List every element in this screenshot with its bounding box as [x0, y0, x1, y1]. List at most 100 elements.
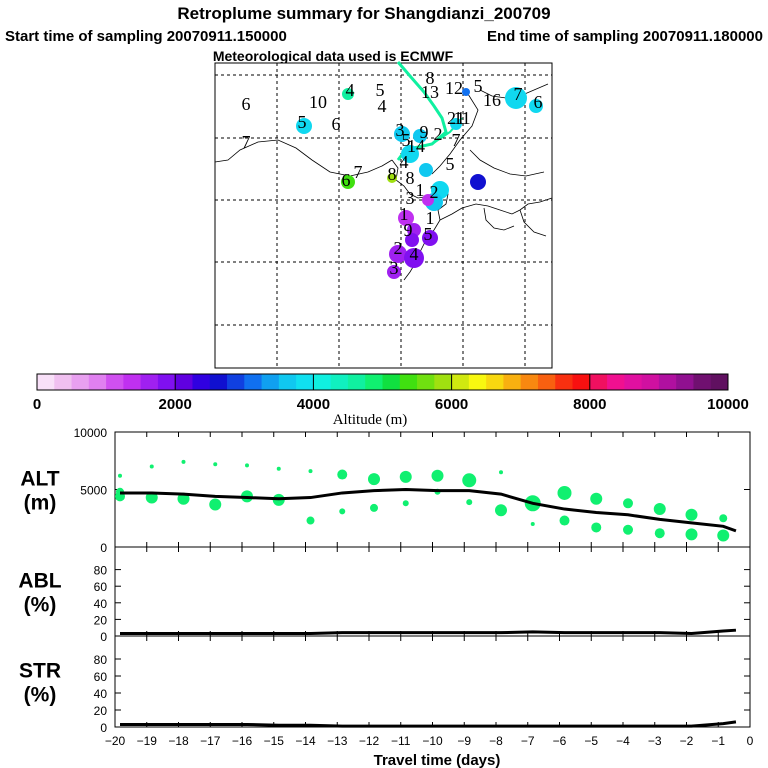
y-tick-label: 0 — [100, 630, 107, 644]
x-tick-label: −19 — [137, 734, 158, 748]
x-tick-label: −18 — [168, 734, 189, 748]
y-tick-label: 0 — [100, 541, 107, 555]
colorbar-cell — [658, 374, 677, 390]
plume-point — [431, 469, 444, 482]
plume-point — [462, 473, 477, 488]
plume-blob — [422, 194, 434, 206]
y-tick-label: 5000 — [80, 484, 107, 498]
plume-point — [530, 522, 535, 526]
colorbar-cell — [175, 374, 193, 390]
colorbar-cell — [71, 374, 90, 390]
x-tick-label: −4 — [616, 734, 630, 748]
panel-abl: 80 60 40 20 0 ABL(%) — [18, 546, 751, 644]
plume-point — [306, 516, 315, 525]
colorbar-cell — [710, 374, 729, 390]
colorbar-tick-label: 2000 — [159, 396, 192, 413]
panel-ylabel: STR — [19, 660, 61, 683]
map-day-label: 4 — [378, 96, 387, 116]
panel-ylabel: (%) — [24, 684, 57, 707]
map-day-label: 7 — [452, 130, 461, 150]
plume-point — [685, 528, 698, 541]
panel-frame — [114, 635, 751, 728]
panel-ylabel: ABL — [18, 570, 61, 593]
colorbar-cell — [88, 374, 107, 390]
plume-blob — [419, 163, 433, 177]
colorbar-cell — [417, 374, 435, 390]
map-day-label: 2 — [434, 124, 443, 144]
plume-blob — [394, 126, 410, 142]
plume-point — [719, 514, 728, 523]
colorbar-cell — [382, 374, 401, 390]
plume-blob — [404, 248, 424, 268]
plume-point — [368, 473, 380, 486]
colorbar-cell — [37, 374, 55, 390]
map-day-label: 7 — [242, 132, 251, 152]
plume-point — [495, 504, 507, 517]
plume-point — [149, 464, 154, 469]
colorbar-cell — [278, 374, 297, 390]
x-tick-label: −10 — [422, 734, 443, 748]
plume-blob — [405, 233, 419, 247]
colorbar-cell — [537, 374, 556, 390]
map-frame — [214, 62, 553, 369]
colorbar-cell — [244, 374, 263, 390]
panel-ylabel: (m) — [24, 492, 57, 515]
plume-blob — [341, 175, 355, 189]
map-gridlines — [215, 63, 552, 368]
colorbar-label: Altitude (m) — [333, 412, 408, 428]
plume-point — [623, 498, 633, 509]
map-day-label: 21 — [447, 108, 465, 128]
map-day-label: 8 — [406, 168, 415, 188]
plume-point — [399, 470, 412, 483]
colorbar-cell — [54, 374, 73, 390]
map-day-label: 5 — [402, 130, 411, 150]
plume-blob — [462, 88, 470, 96]
colorbar-cell — [192, 374, 211, 390]
plume-point — [559, 515, 570, 526]
plume-point — [653, 503, 666, 516]
map-day-label: 6 — [534, 92, 543, 112]
plume-blob — [529, 99, 543, 113]
colorbar-cell — [365, 374, 383, 390]
x-tick-label: −20 — [105, 734, 126, 748]
y-tick-label: 20 — [94, 704, 108, 718]
plume-point — [402, 500, 409, 507]
x-tick-label: −7 — [521, 734, 535, 748]
colorbar-cell — [399, 374, 418, 390]
map-day-label: 6 — [242, 94, 251, 114]
plume-point — [685, 508, 698, 521]
plume-blob — [387, 265, 401, 279]
plume-point — [118, 473, 122, 478]
colorbar-cell — [468, 374, 487, 390]
map-day-label: 3 — [396, 120, 405, 140]
plume-point — [466, 499, 473, 506]
colorbar-cell — [641, 374, 660, 390]
colorbar-cell — [261, 374, 280, 390]
plume-point — [499, 470, 503, 475]
colorbar-cell — [555, 374, 574, 390]
x-tick-label: −6 — [553, 734, 567, 748]
map-day-label: 5 — [298, 112, 307, 132]
end-time-label: End time of sampling 20070911.180000 — [487, 28, 763, 45]
x-tick-label: −2 — [680, 734, 694, 748]
plume-point — [654, 528, 665, 539]
map-coastlines — [214, 83, 553, 281]
plume-point — [181, 459, 186, 464]
x-tick-label: −8 — [489, 734, 503, 748]
y-tick-label: 60 — [94, 670, 108, 684]
colorbar-tick-label: 0 — [33, 396, 41, 413]
y-tick-label: 80 — [94, 653, 108, 667]
y-tick-label: 20 — [94, 613, 108, 627]
colorbar-cell — [157, 374, 176, 390]
panel-frame — [114, 546, 751, 637]
colorbar-tick-label: 6000 — [435, 396, 468, 413]
colorbar-tick-label: 8000 — [573, 396, 606, 413]
y-tick-label: 80 — [94, 564, 108, 578]
colorbar-cell — [572, 374, 591, 390]
map-day-label: 9 — [420, 122, 429, 142]
y-tick-label: 60 — [94, 580, 108, 594]
colorbar-cell — [693, 374, 712, 390]
altitude-colorbar: 0 2000 4000 6000 8000 10000 Altitude (m) — [33, 373, 749, 428]
colorbar-cell — [209, 374, 228, 390]
